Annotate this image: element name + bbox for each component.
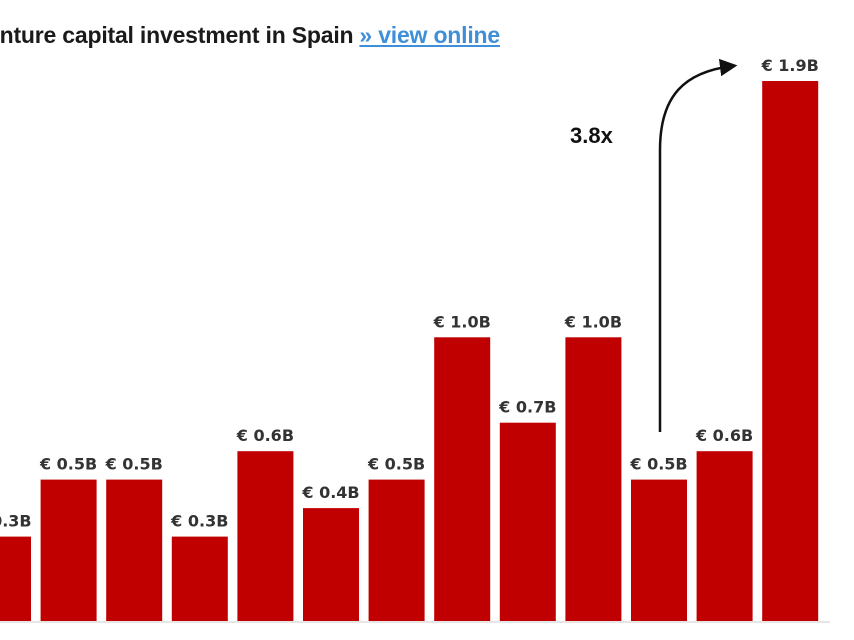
bar-label-5: € 0.6B <box>236 426 294 445</box>
bar-7 <box>368 479 425 622</box>
chart-title-text: enture capital investment in Spain <box>0 22 354 48</box>
bar-label-10: € 1.0B <box>564 312 622 331</box>
bar-label-8: € 1.0B <box>433 312 491 331</box>
bar-label-4: € 0.3B <box>170 512 228 531</box>
bar-label-7: € 0.5B <box>367 455 425 474</box>
bar-5 <box>237 451 294 622</box>
bar-label-3: € 0.5B <box>105 455 163 474</box>
view-online-link[interactable]: » view online <box>359 22 500 48</box>
bar-label-6: € 0.4B <box>301 483 359 502</box>
bar-12 <box>696 451 753 622</box>
bar-label-1: € 0.3B <box>0 512 32 531</box>
bar-label-11: € 0.5B <box>629 455 687 474</box>
bar-1 <box>0 536 31 622</box>
bar-13 <box>762 81 819 622</box>
bar-10 <box>565 337 622 622</box>
bar-6 <box>303 508 359 622</box>
bar-9 <box>499 422 556 622</box>
growth-multiplier-label: 3.8x <box>570 123 614 148</box>
bar-label-12: € 0.6B <box>695 426 753 445</box>
growth-arrow <box>658 58 738 432</box>
bar-4 <box>171 536 228 622</box>
bar-label-2: € 0.5B <box>39 455 97 474</box>
chart-title: enture capital investment in Spain» view… <box>0 22 500 49</box>
bar-3 <box>106 479 163 622</box>
bar-11 <box>631 479 687 622</box>
labels-layer: € 0.3B € 0.5B € 0.5B € 0.3B € 0.6B € 0.4B € 0.… <box>0 56 819 531</box>
bar-label-9: € 0.7B <box>498 398 556 417</box>
bar-label-13: € 1.9B <box>761 56 819 75</box>
bars-layer <box>0 81 819 622</box>
bar-8 <box>434 337 491 622</box>
bar-2 <box>40 479 97 622</box>
